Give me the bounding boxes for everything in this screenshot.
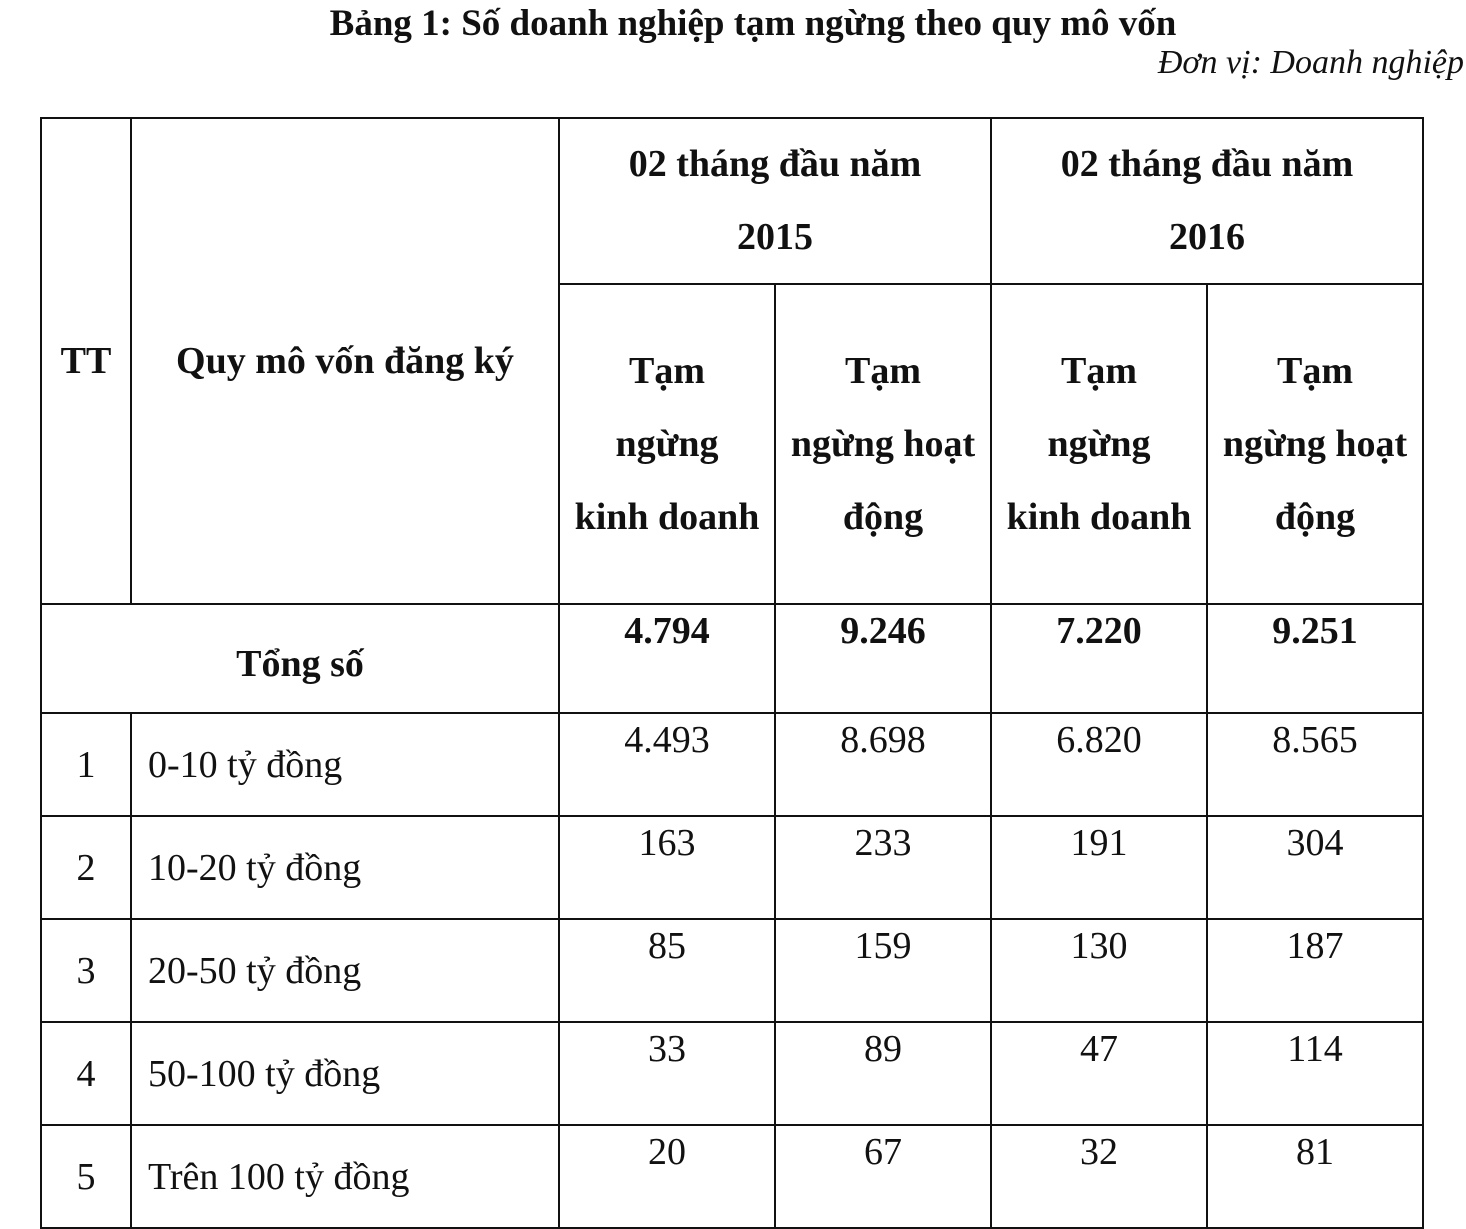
total-value: 4.794: [558, 603, 776, 714]
data-table: TT Quy mô vốn đăng ký 02 tháng đầu năm 2…: [40, 117, 1425, 1229]
row-value: 4.493: [558, 712, 776, 817]
row-value: 191: [990, 815, 1209, 920]
row-scale: 0-10 tỷ đồng: [130, 712, 560, 817]
row-value: 81: [1206, 1124, 1425, 1229]
row-value: 67: [773, 1124, 993, 1229]
unit-note: Đơn vị: Doanh nghiệp: [1157, 44, 1464, 81]
total-value: 7.220: [990, 603, 1209, 714]
header-tt: TT: [40, 117, 132, 605]
total-value: 9.246: [773, 603, 993, 714]
row-value: 85: [558, 918, 776, 1023]
row-scale: 50-100 tỷ đồng: [130, 1021, 560, 1126]
row-index: 2: [40, 815, 132, 920]
row-value: 32: [990, 1124, 1209, 1229]
row-value: 233: [773, 815, 993, 920]
header-scale: Quy mô vốn đăng ký: [130, 117, 560, 605]
page: Bảng 1: Số doanh nghiệp tạm ngừng theo q…: [40, 3, 1464, 1229]
row-value: 304: [1206, 815, 1425, 920]
total-value: 9.251: [1206, 603, 1425, 714]
row-scale: 20-50 tỷ đồng: [130, 918, 560, 1023]
data-row: 3 20-50 tỷ đồng 85 159 130 187: [40, 918, 1425, 1023]
row-value: 130: [990, 918, 1209, 1023]
data-row: 1 0-10 tỷ đồng 4.493 8.698 6.820 8.565: [40, 712, 1425, 817]
row-value: 114: [1206, 1021, 1425, 1126]
total-label: Tổng số: [40, 603, 560, 714]
table-title: Bảng 1: Số doanh nghiệp tạm ngừng theo q…: [329, 3, 1177, 44]
header-sub: Tạm ngừng hoạt động: [1206, 283, 1425, 605]
header-sub: Tạm ngừng kinh doanh: [558, 283, 776, 605]
row-value: 6.820: [990, 712, 1209, 817]
row-value: 33: [558, 1021, 776, 1126]
row-value: 8.698: [773, 712, 993, 817]
header-sub: Tạm ngừng kinh doanh: [990, 283, 1209, 605]
row-scale: Trên 100 tỷ đồng: [130, 1124, 560, 1229]
row-value: 47: [990, 1021, 1209, 1126]
total-row: Tổng số 4.794 9.246 7.220 9.251: [40, 603, 1425, 714]
row-value: 89: [773, 1021, 993, 1126]
row-value: 20: [558, 1124, 776, 1229]
data-row: 2 10-20 tỷ đồng 163 233 191 304: [40, 815, 1425, 920]
row-value: 163: [558, 815, 776, 920]
row-value: 8.565: [1206, 712, 1425, 817]
row-index: 3: [40, 918, 132, 1023]
row-index: 4: [40, 1021, 132, 1126]
header-period: 02 tháng đầu năm 2015: [557, 117, 993, 285]
header-sub: Tạm ngừng hoạt động: [773, 283, 993, 605]
row-value: 187: [1206, 918, 1425, 1023]
header-period: 02 tháng đầu năm 2016: [990, 117, 1425, 285]
row-index: 5: [40, 1124, 132, 1229]
row-scale: 10-20 tỷ đồng: [130, 815, 560, 920]
row-value: 159: [773, 918, 993, 1023]
row-index: 1: [40, 712, 132, 817]
data-row: 5 Trên 100 tỷ đồng 20 67 32 81: [40, 1124, 1425, 1229]
data-row: 4 50-100 tỷ đồng 33 89 47 114: [40, 1021, 1425, 1126]
